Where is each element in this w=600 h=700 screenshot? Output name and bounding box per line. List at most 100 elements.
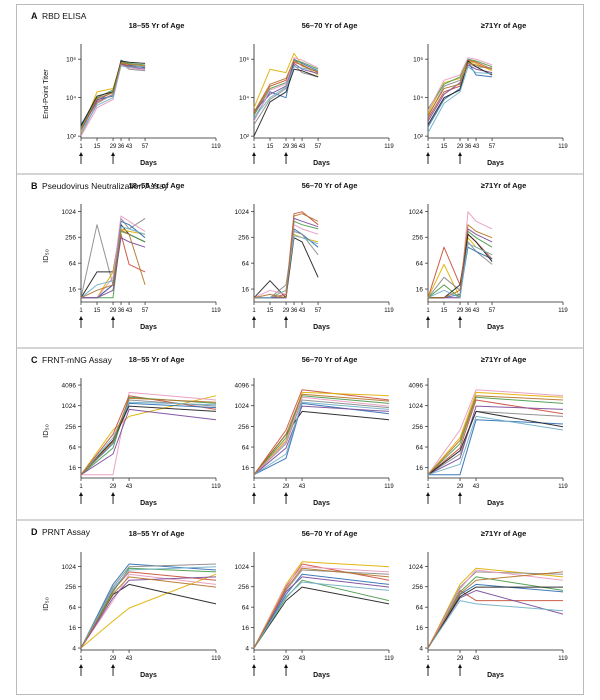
subplot-title: ≥71Yr of Age — [481, 181, 527, 190]
y-tick-label: 4 — [419, 646, 423, 653]
y-tick-label: 1024 — [62, 209, 77, 216]
subplot-title: 56–70 Yr of Age — [302, 181, 358, 190]
x-axis-label: Days — [313, 324, 330, 331]
y-tick-label: 16 — [69, 465, 77, 472]
series-line — [427, 243, 493, 299]
series-line — [253, 389, 390, 475]
x-tick-label: 29 — [457, 144, 464, 150]
x-tick-label: 119 — [384, 308, 394, 314]
subplot: 18–55 Yr of Age 16 64 256 1024 1 15 29 36 43 57 119… — [62, 181, 222, 331]
y-tick-label: 16 — [69, 625, 77, 632]
x-tick-label: 57 — [489, 144, 496, 150]
x-tick-label: 43 — [126, 656, 133, 662]
y-tick-label: 16 — [416, 287, 424, 294]
subplot: 18–55 Yr of Age 4 16 64 256 1024 1 29 43 119 Days — [62, 529, 222, 679]
x-tick-label: 119 — [211, 656, 221, 662]
x-tick-label: 1 — [426, 656, 430, 662]
panel-title: PRNT Assay — [42, 527, 91, 537]
y-tick-label: 64 — [69, 261, 77, 268]
panel-a: A RBD ELISA End-Point Titer 18–55 Yr of Age… — [31, 11, 568, 167]
x-axis-label: Days — [487, 160, 504, 167]
y-tick-label: 10² — [67, 134, 77, 141]
y-tick-label: 10⁶ — [239, 57, 249, 64]
y-tick-label: 64 — [242, 261, 250, 268]
y-tick-label: 256 — [412, 235, 423, 242]
series-line — [253, 576, 390, 649]
injection-arrowhead — [426, 316, 430, 320]
series-line — [253, 66, 319, 119]
x-tick-label: 1 — [252, 656, 256, 662]
injection-arrowhead — [79, 316, 83, 320]
y-tick-label: 16 — [416, 465, 424, 472]
x-tick-label: 29 — [457, 656, 464, 662]
y-tick-label: 4096 — [62, 383, 77, 390]
y-tick-label: 1024 — [409, 564, 424, 571]
series-line — [253, 399, 390, 476]
subplot: 56–70 Yr of Age 16 64 256 1024 1 15 29 36 43 57 119… — [235, 181, 395, 331]
series-line — [253, 213, 319, 299]
injection-arrowhead — [426, 492, 430, 496]
y-tick-label: 4096 — [409, 383, 424, 390]
x-tick-label: 29 — [110, 484, 117, 490]
y-tick-label: 16 — [242, 465, 250, 472]
series-line — [253, 396, 390, 476]
x-tick-label: 43 — [299, 308, 306, 314]
series-line — [80, 573, 217, 649]
x-tick-label: 1 — [79, 656, 83, 662]
injection-arrowhead — [111, 664, 116, 668]
y-tick-label: 64 — [69, 605, 77, 612]
y-tick-label: 10⁴ — [66, 95, 76, 102]
x-tick-label: 29 — [283, 656, 290, 662]
y-tick-label: 64 — [416, 261, 424, 268]
subplot: 18–55 Yr of Age 10² 10⁴ 10⁶ 1 15 29 36 43 57 119 Da… — [66, 21, 221, 167]
injection-arrowhead — [458, 492, 463, 496]
subplot-title: 56–70 Yr of Age — [302, 21, 358, 30]
y-tick-label: 10⁴ — [413, 95, 423, 102]
x-tick-label: 43 — [126, 308, 133, 314]
injection-arrowhead — [111, 152, 116, 156]
y-tick-label: 256 — [412, 584, 423, 591]
y-tick-label: 1024 — [62, 403, 77, 410]
x-tick-label: 15 — [441, 144, 448, 150]
x-tick-label: 36 — [465, 144, 472, 150]
y-tick-label: 16 — [242, 287, 250, 294]
series-line — [254, 235, 319, 299]
series-line — [428, 419, 564, 476]
y-tick-label: 256 — [238, 235, 249, 242]
y-tick-label: 256 — [238, 584, 249, 591]
x-tick-label: 29 — [110, 308, 117, 314]
y-tick-label: 1024 — [62, 564, 77, 571]
y-tick-label: 64 — [242, 445, 250, 452]
series-line — [427, 399, 564, 476]
x-tick-label: 119 — [558, 484, 568, 490]
y-tick-label: 16 — [416, 625, 424, 632]
series-line — [427, 589, 563, 649]
x-tick-label: 15 — [267, 144, 274, 150]
series-line — [427, 60, 493, 125]
x-tick-label: 43 — [126, 144, 133, 150]
subplot-title: 18–55 Yr of Age — [129, 529, 185, 538]
x-tick-label: 119 — [384, 144, 394, 150]
panel-letter: C — [31, 355, 38, 365]
x-tick-label: 1 — [426, 484, 430, 490]
x-tick-label: 1 — [426, 308, 430, 314]
injection-arrowhead — [458, 664, 463, 668]
injection-arrowhead — [79, 664, 83, 668]
x-tick-label: 43 — [299, 656, 306, 662]
x-tick-label: 43 — [473, 308, 480, 314]
subplot: ≥71Yr of Age 16 64 256 1024 4096 1 29 43 119 Days — [409, 355, 569, 507]
series-line — [80, 573, 217, 649]
x-axis-label: Days — [140, 672, 157, 679]
x-tick-label: 57 — [315, 144, 322, 150]
injection-arrowhead — [252, 492, 256, 496]
injection-arrowhead — [284, 316, 289, 320]
y-tick-label: 1024 — [235, 564, 250, 571]
x-tick-label: 15 — [94, 144, 101, 150]
y-tick-label: 256 — [65, 235, 76, 242]
series-line — [80, 405, 217, 476]
subplot: 18–55 Yr of Age 16 64 256 1024 4096 1 29 43 119 Da… — [62, 355, 222, 507]
injection-arrowhead — [284, 664, 289, 668]
series-line — [427, 415, 564, 476]
series-line — [80, 396, 217, 476]
